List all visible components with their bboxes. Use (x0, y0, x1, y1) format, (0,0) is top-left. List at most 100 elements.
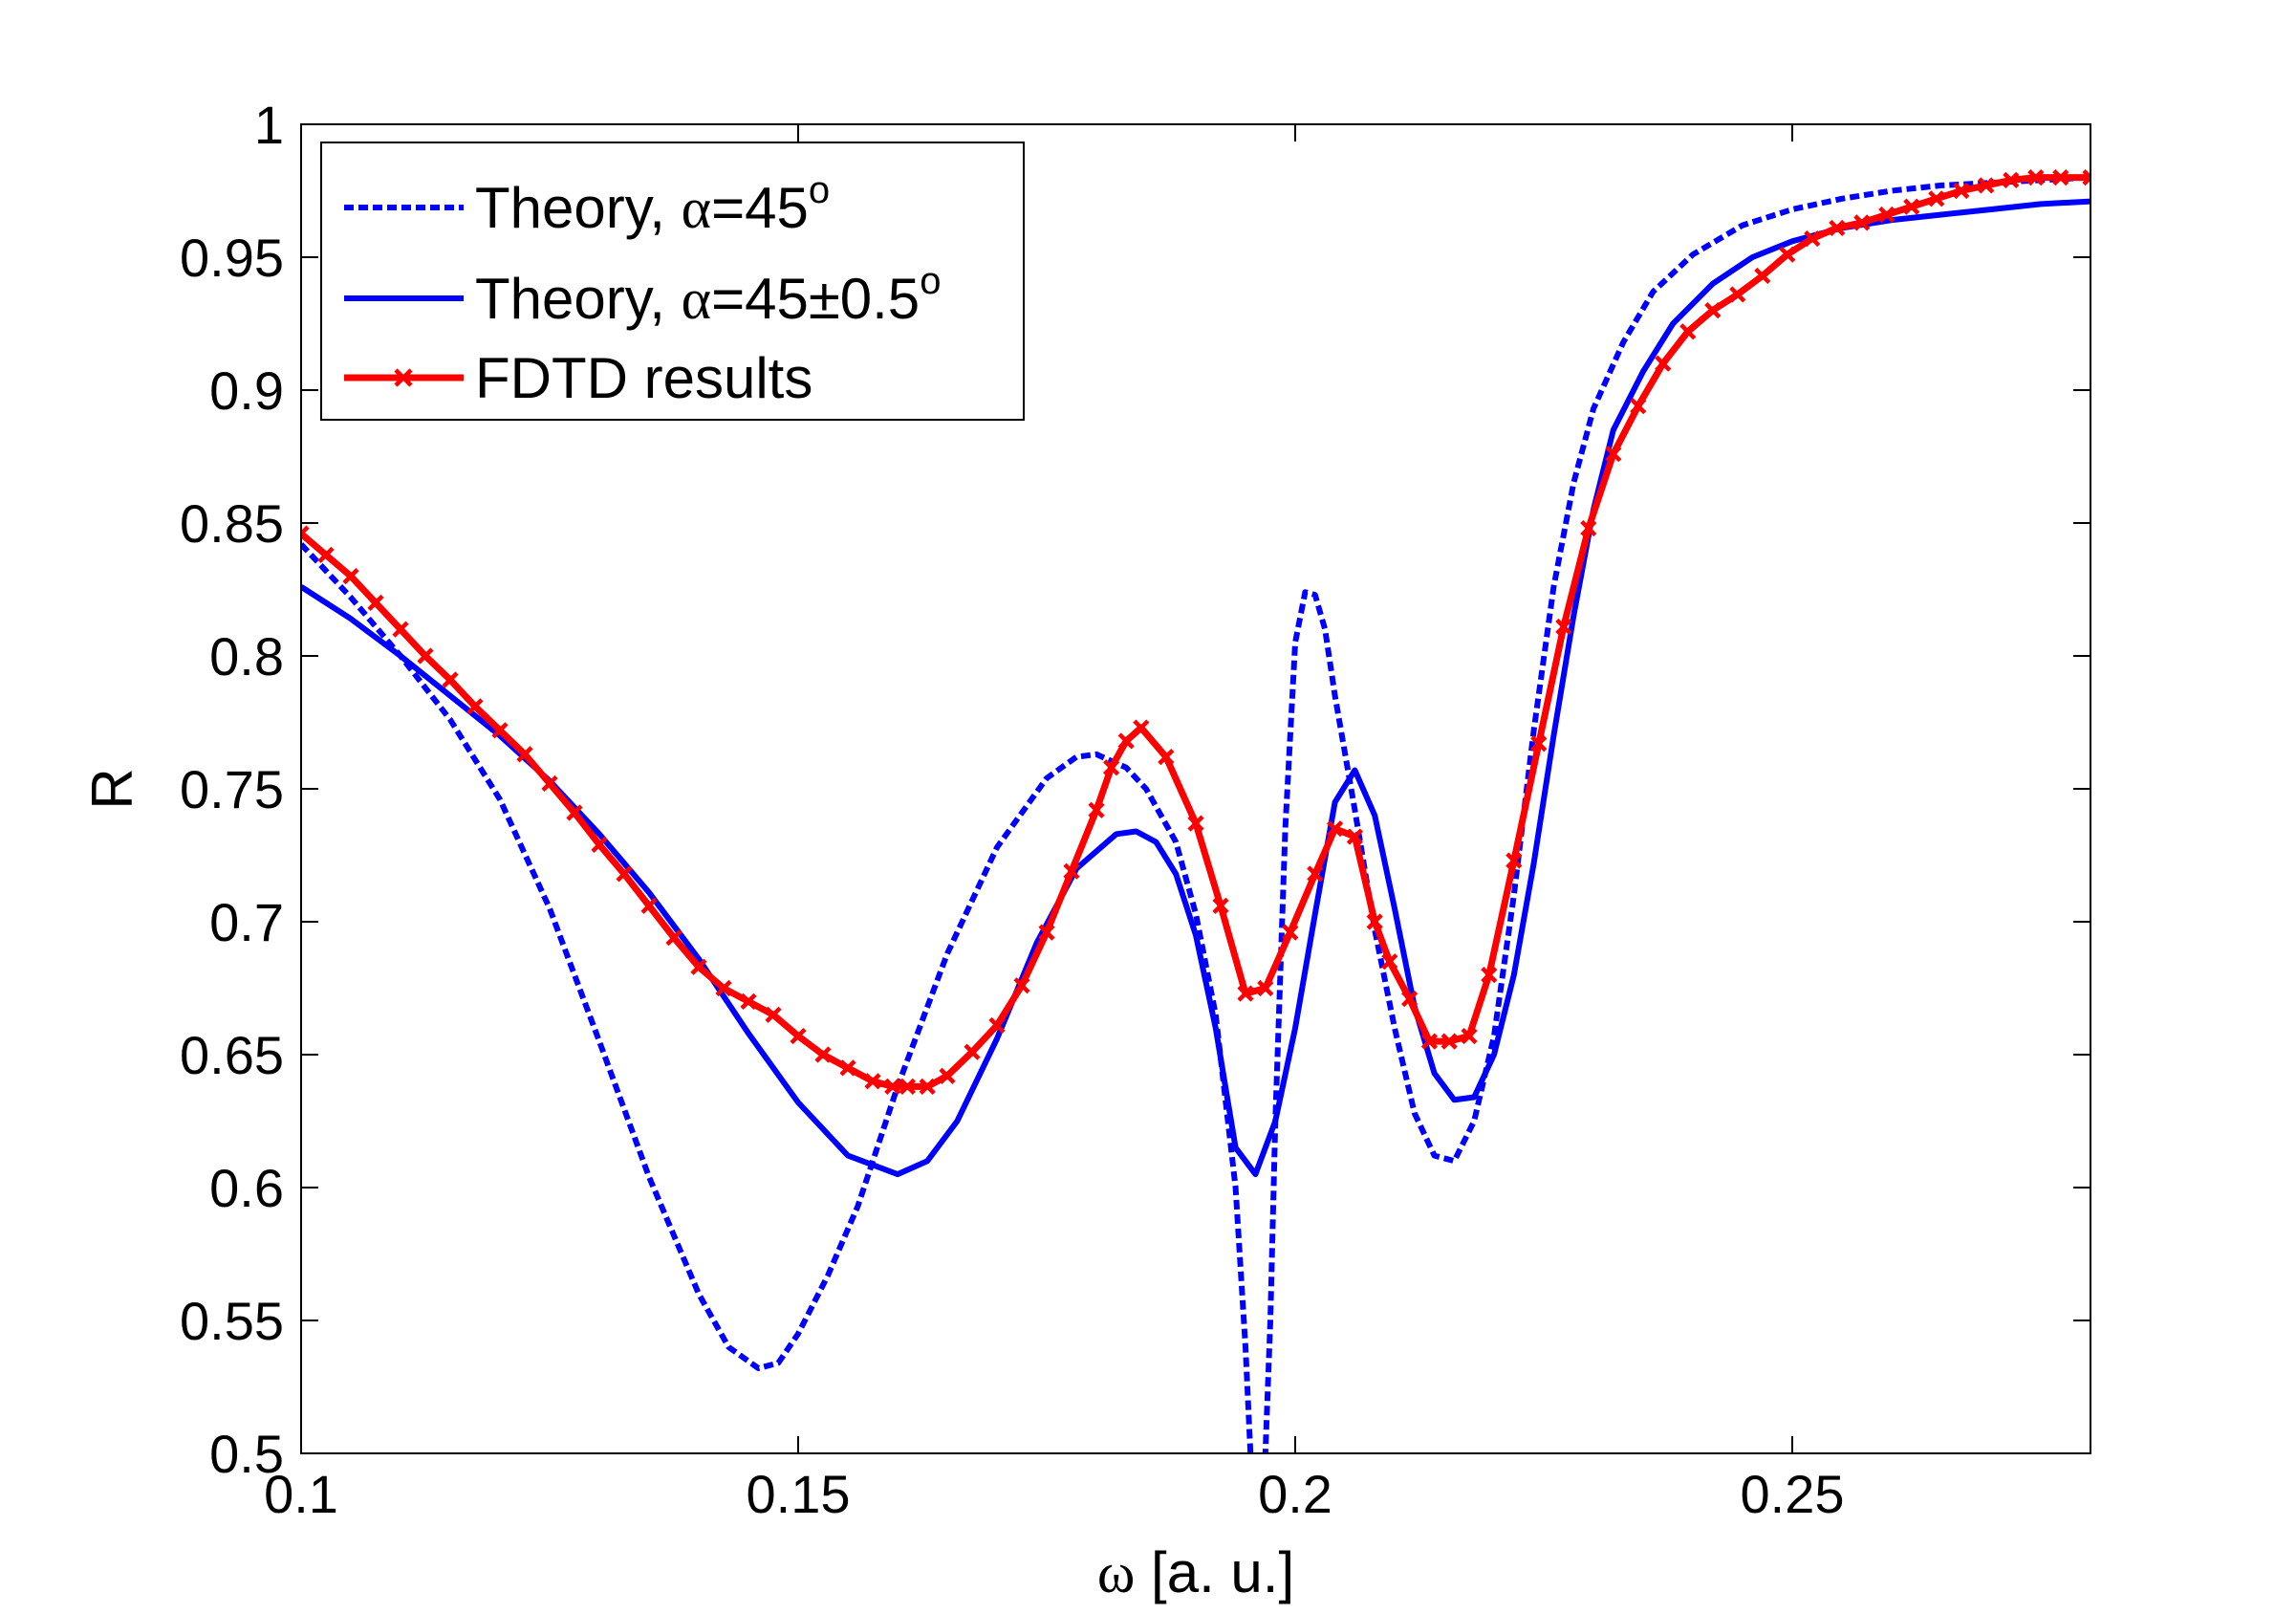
y-tick-label: 0.5 (209, 1424, 284, 1484)
series-line-2 (301, 198, 2090, 1178)
x-axis-label: ω [a. u.] (1097, 1540, 1294, 1604)
data-point-marker (919, 1078, 936, 1095)
data-point-marker (1212, 897, 1229, 914)
data-point-marker (1580, 519, 1597, 537)
legend-label-1: Theory, α=45o (475, 169, 830, 240)
data-point-marker (665, 929, 682, 947)
data-point-marker (1605, 446, 1622, 463)
data-point-marker (2052, 169, 2069, 186)
data-point-marker (1307, 865, 1324, 883)
data-point-marker (1679, 323, 1697, 340)
data-point-marker (1282, 924, 1299, 941)
data-point-marker (342, 568, 359, 585)
y-tick-label: 0.55 (180, 1291, 284, 1351)
data-point-marker (2003, 171, 2020, 188)
data-point-marker (1481, 967, 1498, 984)
y-tick-label: 0.75 (180, 759, 284, 819)
legend-box (320, 142, 1025, 421)
data-point-marker (1655, 355, 1672, 372)
data-point-marker (1038, 924, 1055, 941)
data-point-marker (1928, 190, 1945, 207)
y-tick-label: 0.85 (180, 493, 284, 554)
data-point-marker (442, 671, 459, 688)
series-line-1 (301, 174, 2090, 1453)
data-point-marker (740, 992, 757, 1010)
data-point-marker (814, 1046, 832, 1063)
data-point-marker (1346, 828, 1363, 845)
data-point-marker (1158, 749, 1175, 766)
y-tick-label: 0.95 (180, 228, 284, 288)
series-layer (301, 169, 2090, 1453)
y-tick-label: 0.8 (209, 626, 284, 687)
data-point-marker (1903, 198, 1920, 215)
data-point-marker (392, 621, 409, 638)
data-point-marker (541, 774, 558, 793)
data-point-marker (1779, 246, 1796, 263)
data-point-marker (765, 1006, 782, 1023)
data-point-marker (1754, 267, 1771, 285)
data-point-marker (884, 1078, 901, 1095)
data-point-marker (640, 897, 658, 914)
data-point-marker (1440, 1033, 1458, 1050)
data-point-marker (566, 804, 583, 821)
data-point-marker (1953, 182, 1970, 200)
data-point-marker (2082, 169, 2090, 186)
x-tick-label: 0.15 (747, 1464, 851, 1524)
legend: Theory, α=45o Theory, α=45±0.5o FDTD resul… (320, 142, 1025, 421)
data-point-marker (1401, 991, 1419, 1008)
data-point-marker (616, 865, 633, 883)
legend-marker (394, 368, 413, 387)
data-point-marker (1117, 732, 1135, 750)
data-point-marker (899, 1078, 916, 1095)
data-point-marker (988, 1016, 1006, 1035)
data-point-marker (1187, 815, 1204, 832)
data-point-marker (1381, 953, 1398, 971)
data-point-marker (1366, 913, 1383, 930)
data-point-marker (1729, 286, 1746, 303)
data-point-marker (790, 1027, 807, 1045)
data-point-marker (1704, 302, 1722, 319)
data-point-marker (715, 979, 732, 997)
data-point-marker (839, 1059, 856, 1077)
data-point-marker (417, 647, 434, 665)
x-axis-label-symbol: ω (1097, 1541, 1136, 1604)
data-point-marker (1088, 801, 1105, 818)
data-point-marker (1327, 820, 1344, 838)
data-point-marker (1555, 618, 1572, 636)
data-point-marker (1505, 852, 1523, 869)
y-axis-label: R (80, 768, 144, 809)
data-point-marker (1978, 177, 1995, 194)
data-point-marker (466, 698, 484, 715)
plot-area (301, 169, 2090, 1453)
data-point-marker (491, 722, 509, 739)
data-point-marker (1829, 219, 1846, 237)
y-tick-label: 0.65 (180, 1025, 284, 1085)
data-point-marker (1530, 735, 1548, 752)
y-tick-label: 0.7 (209, 892, 284, 952)
x-tick-label: 0.2 (1258, 1464, 1332, 1524)
x-tick-label: 0.1 (264, 1464, 338, 1524)
data-point-marker (1013, 977, 1030, 994)
data-point-marker (1853, 214, 1871, 231)
data-point-marker (591, 836, 608, 853)
data-point-marker (864, 1073, 881, 1090)
x-axis-label-units: [a. u.] (1135, 1540, 1294, 1604)
data-point-marker (1420, 1033, 1438, 1050)
data-point-marker (1804, 229, 1821, 248)
data-point-marker (1257, 979, 1274, 997)
data-point-marker (516, 746, 533, 763)
data-point-marker (1063, 862, 1080, 880)
data-point-marker (1237, 985, 1254, 1002)
ticks-layer (300, 123, 2090, 1454)
data-point-marker (690, 958, 707, 975)
data-point-marker (1630, 398, 1647, 415)
data-point-marker (367, 594, 384, 611)
y-tick-label: 0.9 (209, 360, 284, 421)
data-point-marker (2027, 169, 2045, 186)
x-tick-label: 0.25 (1741, 1464, 1845, 1524)
tick-labels-layer: 0.1 0.15 0.2 0.25 0.5 0.55 0.6 0.65 0.7 0.75 0.8 0.… (180, 95, 1845, 1524)
data-point-marker (1103, 759, 1120, 776)
data-point-marker (1461, 1027, 1478, 1045)
data-point-marker (301, 525, 310, 542)
